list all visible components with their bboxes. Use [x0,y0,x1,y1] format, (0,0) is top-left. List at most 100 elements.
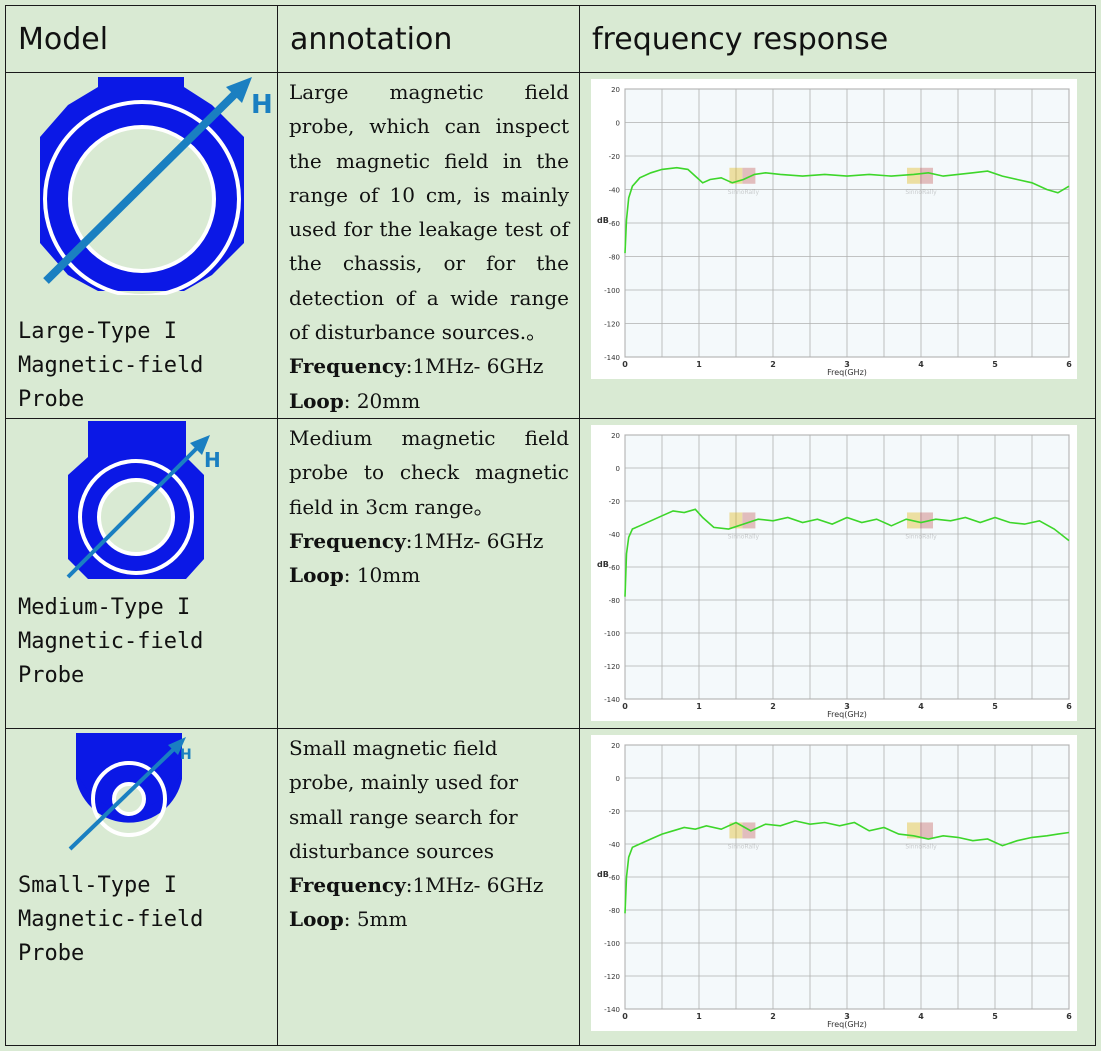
y-tick-label: -40 [609,531,620,539]
table-row: H Small-Type I Magnetic-field Probe Smal… [5,728,1096,1046]
y-tick-label: -120 [604,321,620,329]
y-tick-label: -60 [609,564,620,572]
watermark-logo: SinnoRally [905,512,937,540]
x-axis-label: Freq(GHz) [827,368,867,377]
header-row: Model annotation frequency response [5,5,1096,73]
probe-h-label: H [251,90,272,120]
x-tick-label: 6 [1066,360,1072,369]
header-annotation: annotation [277,5,580,73]
watermark-text: SinnoRally [728,843,760,850]
y-tick-label: 0 [616,120,620,128]
watermark-text: SinnoRally [905,533,937,540]
y-tick-label: -40 [609,841,620,849]
x-tick-label: 3 [844,1012,850,1021]
model-name: Medium-Type I Magnetic-field Probe [18,595,204,688]
annotation-cell: Small magnetic field probe, mainly used … [277,728,580,1046]
y-tick-label: -80 [609,254,620,262]
x-tick-label: 2 [770,702,776,711]
watermark-logo: SinnoRally [728,512,760,540]
x-tick-label: 5 [992,360,998,369]
y-tick-label: -20 [609,153,620,161]
frequency-line: Frequency:1MHz- 6GHz [289,354,544,379]
y-axis-label: dB [597,870,609,879]
x-tick-label: 1 [696,360,702,369]
x-tick-label: 1 [696,702,702,711]
watermark-logo: SinnoRally [905,167,937,196]
probe-h-label: H [180,747,192,763]
x-tick-label: 0 [622,360,628,369]
y-tick-label: -20 [609,808,620,816]
loop-line: Loop: 10mm [289,563,421,588]
probe-large-icon: H [40,77,273,299]
model-cell: H Large-Type I Magnetic-field Probe [5,72,278,419]
x-tick-label: 5 [992,1012,998,1021]
y-tick-label: -120 [604,973,620,981]
header-model: Model [5,5,278,73]
x-tick-label: 4 [918,360,924,369]
y-tick-label: 20 [611,742,620,750]
description-text: Medium magnetic field probe to check mag… [289,426,569,519]
x-tick-label: 5 [992,702,998,711]
frequency-line: Frequency:1MHz- 6GHz [289,873,544,898]
x-tick-label: 0 [622,702,628,711]
probe-medium-icon: H [58,421,228,587]
y-tick-label: -140 [604,354,620,362]
watermark-logo: SinnoRally [905,822,937,850]
x-tick-label: 4 [918,702,924,711]
table-row: H Medium-Type I Magnetic-field Probe Med… [5,418,1096,729]
watermark-logo: SinnoRally [728,167,760,196]
y-tick-label: -40 [609,187,620,195]
y-tick-label: 0 [616,465,620,473]
watermark-text: SinnoRally [728,533,760,540]
x-axis-label: Freq(GHz) [827,710,867,719]
frequency-response-cell: 20 0 -20 -40 -60 -80 -100 -120 -140 0 1 2 3 4 5 6 Freq(G… [579,72,1096,419]
annotation-cell: Medium magnetic field probe to check mag… [277,418,580,729]
loop-line: Loop: 20mm [289,388,421,413]
y-tick-label: -120 [604,663,620,671]
watermark-text: SinnoRally [728,189,760,196]
watermark-text: SinnoRally [905,843,937,850]
watermark-text: SinnoRally [905,189,937,196]
y-tick-label: -140 [604,696,620,704]
y-axis-label: dB [597,216,609,225]
x-tick-label: 3 [844,360,850,369]
probe-small-icon: H [62,733,202,855]
x-tick-label: 4 [918,1012,924,1021]
y-tick-label: -80 [609,597,620,605]
x-axis-label: Freq(GHz) [827,1020,867,1029]
x-tick-label: 0 [622,1012,628,1021]
x-tick-label: 6 [1066,1012,1072,1021]
frequency-response-cell: 20 0 -20 -40 -60 -80 -100 -120 -140 0 1 2 3 4 5 6 Freq(G… [579,728,1096,1046]
y-tick-label: 0 [616,775,620,783]
x-tick-label: 2 [770,1012,776,1021]
y-tick-label: -100 [604,630,620,638]
response-curve [624,820,1070,914]
model-name: Large-Type I Magnetic-field Probe [18,319,204,412]
y-tick-label: -60 [609,220,620,228]
y-axis-label: dB [597,560,609,569]
model-cell: H Medium-Type I Magnetic-field Probe [5,418,278,729]
response-curve [624,166,1070,254]
y-tick-label: -60 [609,874,620,882]
y-tick-label: -100 [604,287,620,295]
loop-line: Loop: 5mm [289,907,408,932]
probe-table: Model annotation frequency response H La… [5,5,1096,1046]
probe-h-label: H [204,448,221,472]
frequency-line: Frequency:1MHz- 6GHz [289,528,544,553]
model-cell: H Small-Type I Magnetic-field Probe [5,728,278,1046]
x-tick-label: 3 [844,702,850,711]
table-row: H Large-Type I Magnetic-field Probe Larg… [5,72,1096,419]
description-text: Small magnetic field probe, mainly used … [289,736,519,863]
y-tick-label: -20 [609,498,620,506]
header-frequency-response: frequency response [579,5,1096,73]
annotation-cell: Large magnetic field probe, which can in… [277,72,580,419]
x-tick-label: 2 [770,360,776,369]
y-tick-label: -80 [609,907,620,915]
y-tick-label: 20 [611,86,620,94]
description-text: Large magnetic field probe, which can in… [289,80,569,345]
frequency-response-cell: 20 0 -20 -40 -60 -80 -100 -120 -140 0 1 2 3 4 5 6 Freq(G… [579,418,1096,729]
x-tick-label: 6 [1066,702,1072,711]
